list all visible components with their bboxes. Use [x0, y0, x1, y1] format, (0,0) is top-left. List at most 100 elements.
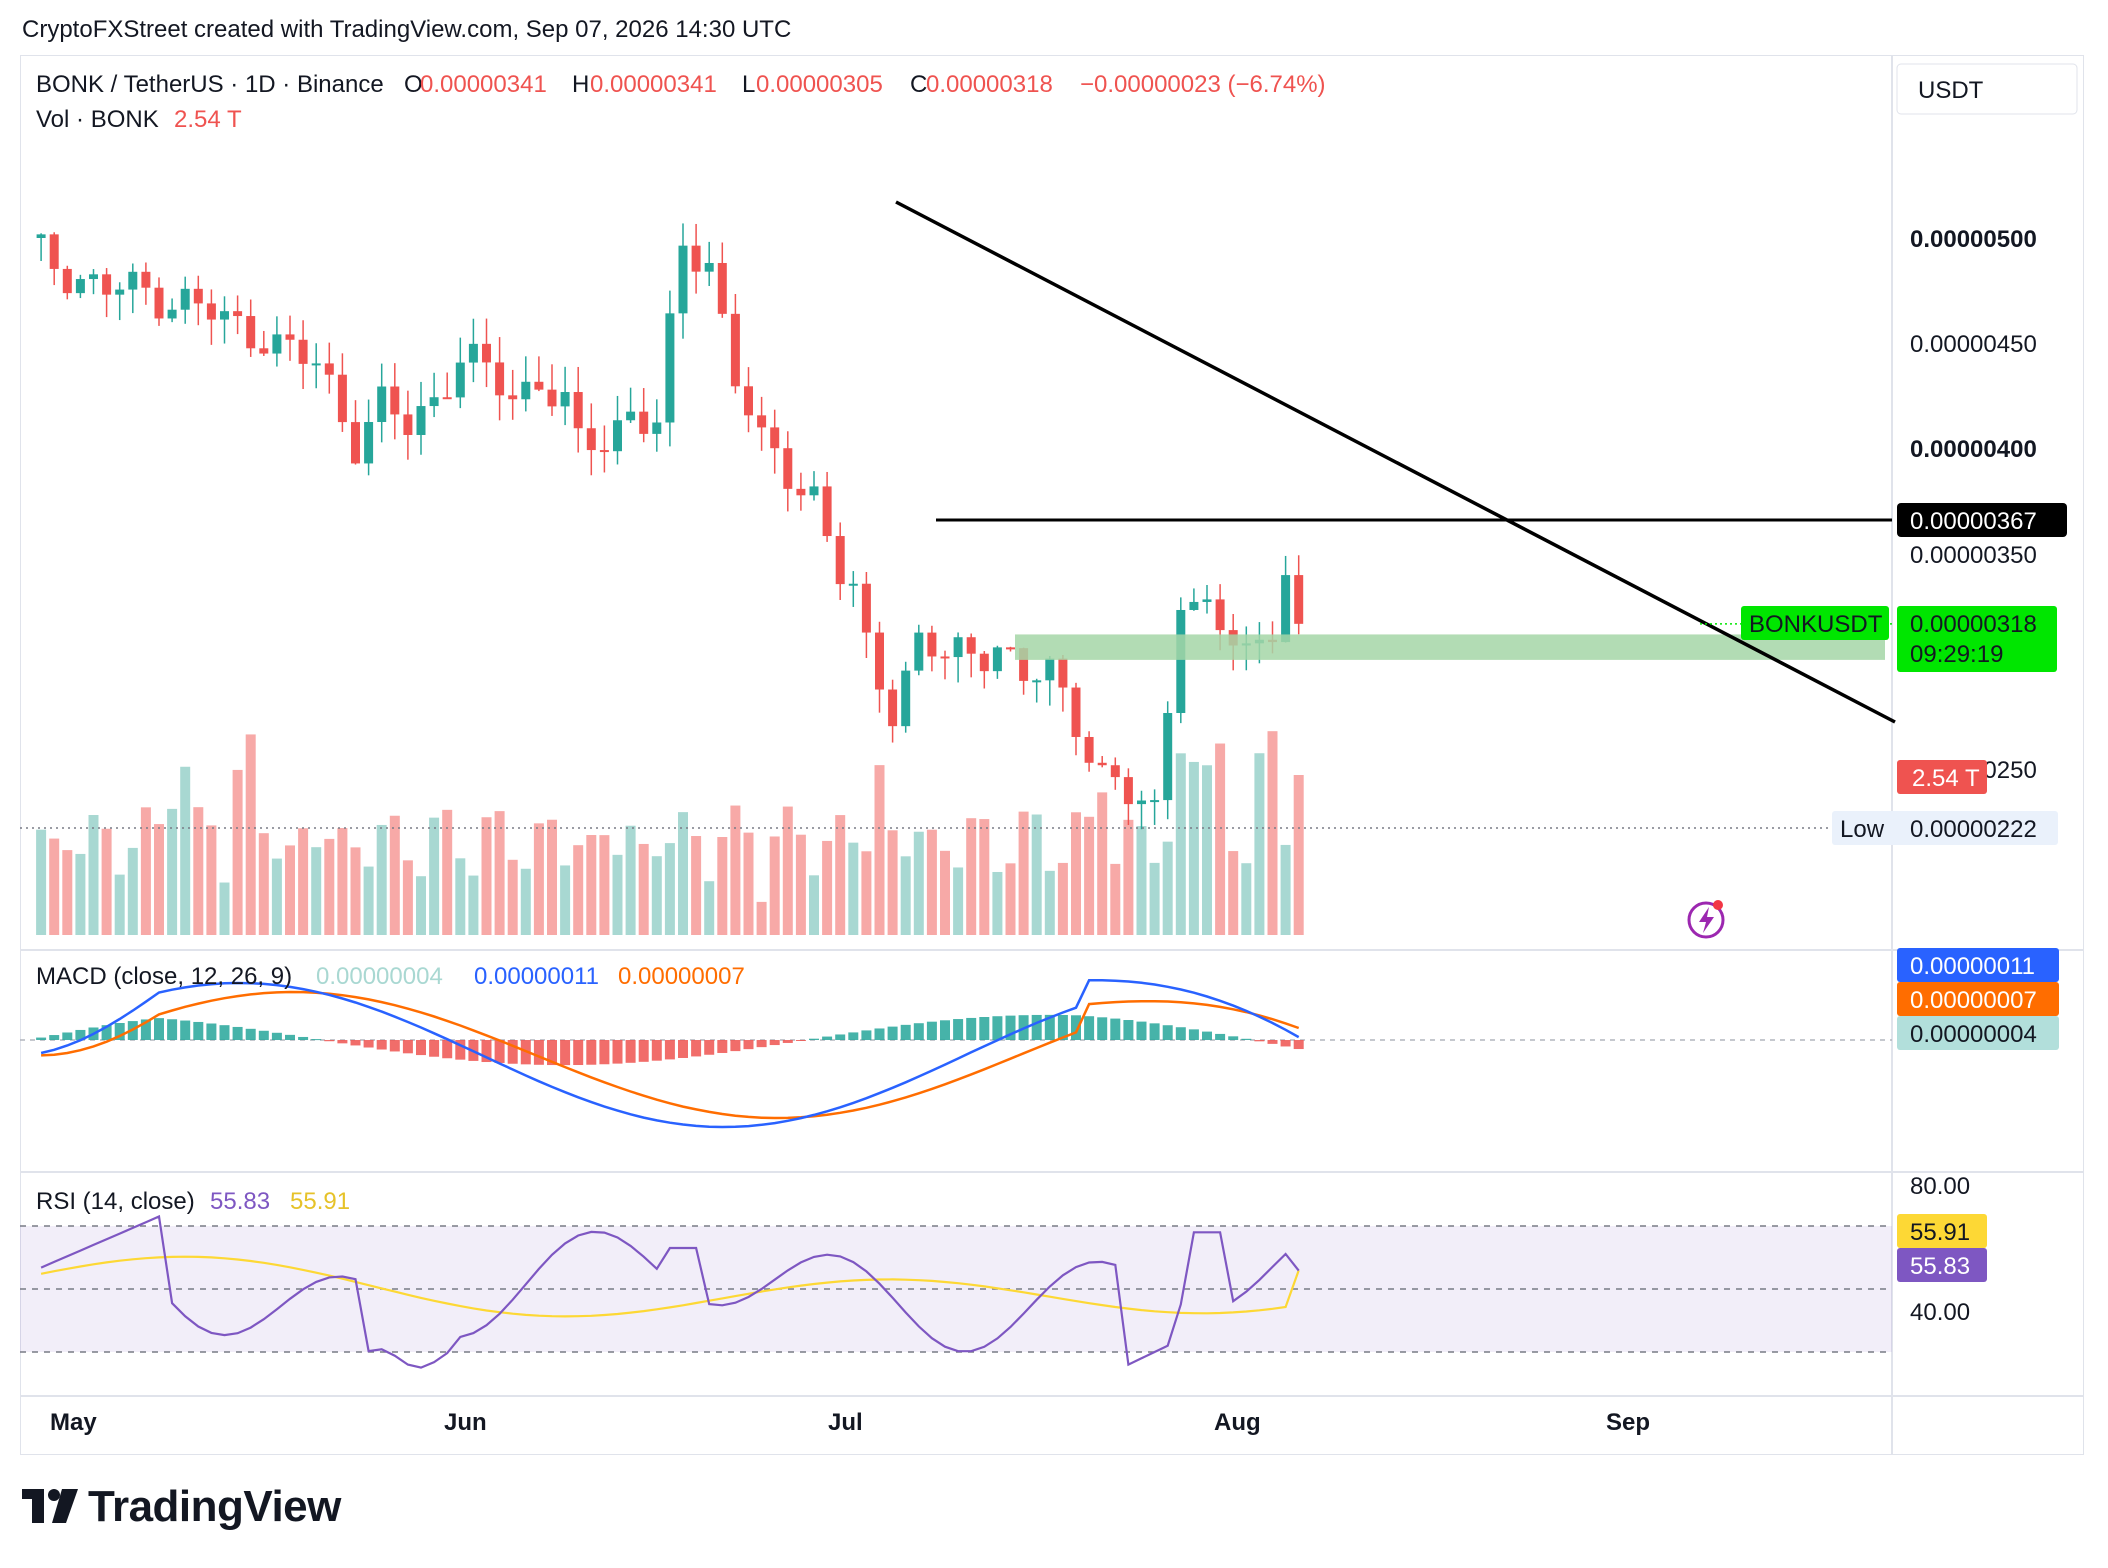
macd-histogram-bar: [36, 1037, 47, 1040]
support-zone: [1015, 634, 1885, 660]
volume-bar: [271, 858, 282, 935]
macd-histogram-bar: [1162, 1025, 1173, 1040]
candle-body: [547, 389, 557, 407]
volume-bar: [1149, 862, 1160, 935]
tradingview-brand[interactable]: TradingView: [22, 1482, 341, 1532]
descending-trendline: [895, 200, 1896, 724]
volume-bar: [586, 835, 597, 935]
volume-bar: [206, 825, 217, 935]
candle-body: [495, 362, 505, 396]
candle-body: [573, 392, 583, 429]
volume-bar: [861, 851, 872, 935]
candle-body: [1084, 736, 1094, 763]
macd-histogram-bar: [1149, 1023, 1160, 1040]
macd-histogram-bar: [966, 1017, 977, 1040]
volume-bar: [940, 850, 950, 935]
macd-histogram-bar: [678, 1040, 688, 1058]
volume-bar: [1097, 792, 1108, 935]
volume-legend-label[interactable]: Vol · BONK: [36, 106, 159, 133]
macd-histogram-bar: [389, 1040, 400, 1052]
macd-histogram-bar: [664, 1040, 675, 1060]
candle-body: [102, 274, 112, 295]
low-badge-value: 0.00000222: [1910, 816, 2037, 843]
low-label: L: [742, 71, 755, 98]
candle-body: [377, 386, 387, 423]
volume-bar: [638, 843, 649, 935]
volume-bar: [468, 875, 479, 935]
macd-histogram-bar: [298, 1036, 309, 1040]
lightning-icon[interactable]: [1687, 900, 1725, 939]
candle-body: [482, 343, 491, 363]
volume-bar: [1084, 816, 1095, 935]
candle-body: [534, 381, 544, 390]
volume-bar: [337, 828, 348, 935]
macd-histogram-bar: [206, 1023, 217, 1040]
volume-bar: [298, 828, 309, 935]
volume-bar: [1280, 844, 1291, 935]
candle-body: [835, 536, 845, 585]
candle-body: [560, 392, 570, 407]
macd-title[interactable]: MACD (close, 12, 26, 9): [36, 963, 292, 990]
macd-histogram-bar: [1175, 1027, 1186, 1040]
candle-body: [770, 427, 780, 449]
macd-histogram-bar: [586, 1040, 597, 1065]
candle-body: [115, 289, 125, 295]
currency-box[interactable]: [1896, 63, 2078, 115]
price-tick-450: 0.00000450: [1910, 331, 2037, 358]
volume-bar: [520, 868, 531, 935]
volume-bar: [363, 866, 374, 935]
volume-bar: [167, 808, 178, 935]
candle-body: [940, 656, 950, 659]
time-label-aug: Aug: [1214, 1409, 1261, 1436]
volume-bar: [1293, 775, 1304, 935]
macd-histogram-bar: [62, 1032, 73, 1040]
symbol-legend[interactable]: BONK / TetherUS · 1D · Binance: [36, 71, 384, 98]
volume-bar: [193, 807, 204, 935]
candle-body: [665, 313, 675, 423]
macd-histogram-bar: [861, 1030, 872, 1040]
currency-label[interactable]: USDT: [1918, 77, 1984, 104]
candle-body: [822, 486, 832, 537]
macd-histogram-bar: [717, 1040, 728, 1053]
chart-attribution: CryptoFXStreet created with TradingView.…: [22, 16, 792, 43]
candle-body: [49, 234, 59, 269]
volume-bar: [1241, 863, 1252, 935]
rsi-title[interactable]: RSI (14, close): [36, 1188, 195, 1215]
candle-body: [888, 689, 898, 727]
macd-histogram-bar: [651, 1040, 662, 1061]
candle-body: [927, 632, 937, 657]
rsi-ma-badge-value: 55.91: [1910, 1219, 1970, 1246]
open-label: O: [404, 71, 423, 98]
macd-histogram-bar: [795, 1040, 806, 1041]
macd-histogram-bar: [1254, 1040, 1265, 1042]
candle-body: [246, 316, 256, 349]
macd-line-badge: [1897, 948, 2059, 982]
macd-hist-badge: [1897, 1016, 2059, 1050]
candle-body: [1202, 599, 1212, 602]
macd-histogram-bar: [429, 1040, 440, 1057]
volume-bar: [1188, 761, 1199, 935]
candle-body: [1281, 575, 1291, 643]
rsi-tick-80: 80.00: [1910, 1173, 1970, 1200]
macd-histogram-bar: [782, 1040, 793, 1043]
price-tick-350: 0.00000350: [1910, 542, 2037, 569]
volume-bar: [625, 825, 636, 935]
volume-bar: [809, 875, 819, 935]
volume-bar: [324, 838, 335, 935]
candle-body: [730, 313, 740, 387]
macd-histogram-bar: [612, 1040, 623, 1064]
macd-histogram-bar: [1280, 1040, 1291, 1047]
high-value: 0.00000341: [590, 71, 717, 98]
volume-bar: [900, 856, 911, 935]
price-tick-500: 0.00000500: [1910, 226, 2037, 253]
volume-legend-value: 2.54 T: [174, 106, 242, 133]
macd-histogram-bar: [1267, 1040, 1278, 1044]
candle-body: [1045, 658, 1055, 681]
candle-body: [1032, 680, 1042, 683]
volume-bar: [1202, 765, 1212, 935]
volume-bar: [573, 845, 584, 935]
volume-bar: [717, 837, 728, 935]
candle-body: [626, 411, 636, 421]
volume-bar: [533, 823, 544, 935]
